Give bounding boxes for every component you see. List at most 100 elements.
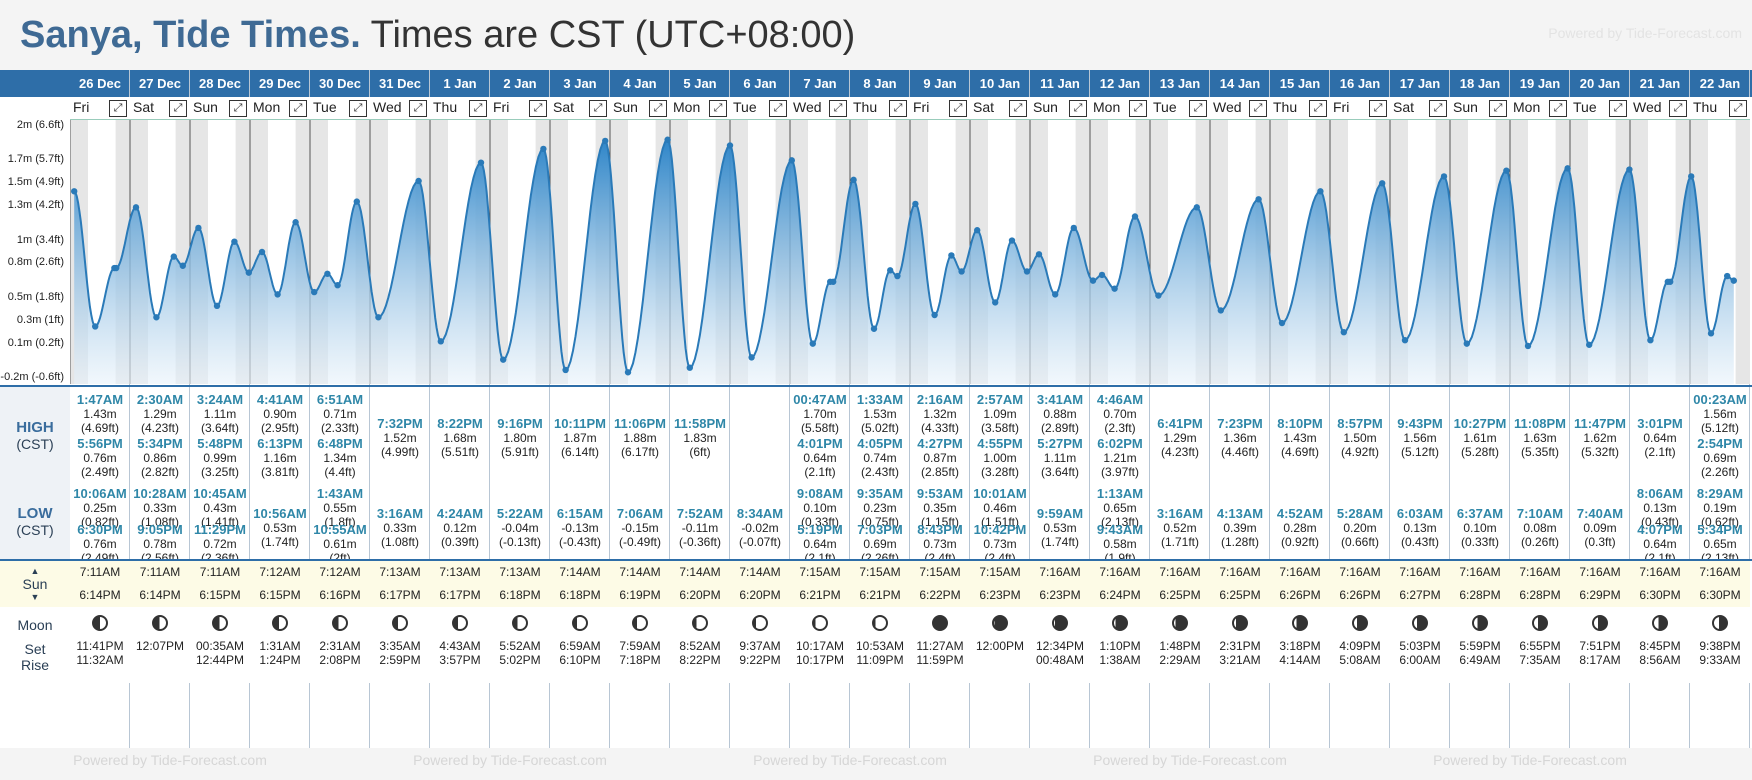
high-tide-time: 4:27PM	[917, 436, 963, 451]
sunrise-time: 7:16AM	[1159, 565, 1201, 579]
expand-icon[interactable]: ⤢	[169, 100, 187, 117]
low-tide-height-m: -0.13m	[561, 521, 599, 535]
powered-by-link[interactable]: Powered by Tide-Forecast.com	[1548, 25, 1742, 41]
chart-separator	[0, 385, 1752, 387]
sun-times: 7:13AM 6:17PM	[370, 561, 430, 607]
tide-extreme-point	[894, 272, 901, 280]
low-tide-height-ft: (1.08ft)	[140, 515, 179, 529]
expand-icon[interactable]: ⤢	[769, 100, 787, 117]
expand-icon[interactable]: ⤢	[1549, 100, 1567, 117]
sunset-time: 6:14PM	[79, 588, 121, 602]
expand-icon[interactable]: ⤢	[1129, 100, 1147, 117]
low-tide-time: 4:13AM	[1216, 506, 1264, 521]
expand-icon[interactable]: ⤢	[1729, 100, 1747, 117]
day-date: 20 Jan	[1579, 76, 1621, 91]
low-tide-height-ft: (-0.43ft)	[558, 535, 601, 549]
tide-extreme-point	[958, 268, 965, 275]
expand-icon[interactable]: ⤢	[1429, 100, 1447, 117]
expand-icon[interactable]: ⤢	[829, 100, 847, 117]
day-header: Sun ⤢	[1450, 97, 1510, 120]
day-header: Sun ⤢	[1030, 97, 1090, 120]
high-tide-entry: 3:24AM 1.11m (3.64ft)	[190, 392, 250, 436]
expand-icon[interactable]: ⤢	[889, 100, 907, 117]
moonrise-time: 7:18PM	[619, 653, 661, 667]
sunrise-time: 7:16AM	[1279, 565, 1321, 579]
day-of-week: Mon	[253, 99, 281, 115]
moon-phase-icon	[632, 615, 648, 631]
expand-icon[interactable]: ⤢	[649, 100, 667, 117]
moon-times: 2:31AM 2:08PM	[310, 607, 370, 683]
low-tide-entry: 5:28AM 0.20m (0.66ft)	[1330, 507, 1390, 550]
moonrise-time: 4:14AM	[1279, 653, 1321, 667]
tide-extreme-point	[1217, 307, 1225, 314]
low-tide-time: 4:07PM	[1637, 522, 1683, 537]
day-column: 15 Jan Thu ⤢ 8:10PM 1.43m (4.69ft) 4:52AM 0.28m…	[1270, 70, 1330, 748]
high-tide-height-ft: (3.28ft)	[980, 465, 1019, 479]
day-date: 30 Dec	[319, 76, 361, 91]
high-tide-entry: 00:47AM 1.70m (5.58ft)	[790, 392, 850, 436]
day-column: 9 Jan Fri ⤢ 2:16AM 1.32m (4.33ft) 4:27PM 0.87m(…	[910, 70, 970, 748]
expand-icon[interactable]: ⤢	[1369, 100, 1387, 117]
expand-icon[interactable]: ⤢	[1189, 100, 1207, 117]
expand-icon[interactable]: ⤢	[1009, 100, 1027, 117]
expand-icon[interactable]: ⤢	[949, 100, 967, 117]
sun-times: 7:15AM 6:22PM	[910, 561, 970, 607]
low-tide-time: 1:43AM	[316, 486, 364, 501]
moon-times: 8:45PM 8:56AM	[1630, 607, 1690, 683]
sunset-time: 6:20PM	[739, 588, 781, 602]
tide-extreme-point	[334, 282, 341, 289]
high-tide-height-ft: (5.12ft)	[1700, 421, 1739, 435]
expand-icon[interactable]: ⤢	[529, 100, 547, 117]
day-header: Tue ⤢	[1150, 97, 1210, 120]
day-of-week: Tue	[733, 99, 757, 115]
moon-phase-icon	[572, 615, 588, 631]
expand-icon[interactable]: ⤢	[1669, 100, 1687, 117]
low-tide-time: 10:55AM	[313, 522, 367, 537]
low-tide-height-m: -0.04m	[501, 521, 539, 535]
expand-icon[interactable]: ⤢	[1489, 100, 1507, 117]
expand-icon[interactable]: ⤢	[289, 100, 307, 117]
high-tide-height-m: 1.43m	[83, 407, 117, 421]
low-tide-entry: 10:45AM 0.43m (1.41ft)	[190, 487, 250, 530]
moonset-time: 8:45PM	[1639, 639, 1681, 653]
expand-icon[interactable]: ⤢	[1249, 100, 1267, 117]
low-tide-height-ft: (0.62ft)	[1700, 515, 1739, 529]
high-tide-height-m: 0.88m	[1043, 407, 1077, 421]
high-tide-time: 3:24AM	[196, 392, 244, 407]
high-tide-entry: 4:55PM 1.00m (3.28ft)	[970, 437, 1030, 480]
expand-icon[interactable]: ⤢	[1309, 100, 1327, 117]
expand-icon[interactable]: ⤢	[109, 100, 127, 117]
tide-extreme-point	[948, 252, 955, 259]
expand-icon[interactable]: ⤢	[589, 100, 607, 117]
expand-icon[interactable]: ⤢	[229, 100, 247, 117]
day-column: 22 Jan Thu ⤢ 00:23AM 1.56m (5.12ft) 2:54PM 0.69…	[1690, 70, 1750, 748]
moon-row-label: Moon Set Rise	[0, 607, 70, 683]
expand-icon[interactable]: ⤢	[709, 100, 727, 117]
sunset-time: 6:20PM	[679, 588, 721, 602]
sun-times: 7:16AM 6:28PM	[1450, 561, 1510, 607]
expand-icon[interactable]: ⤢	[1609, 100, 1627, 117]
low-tide-height-m: 0.46m	[983, 501, 1017, 515]
expand-icon[interactable]: ⤢	[469, 100, 487, 117]
moon-phase-icon	[452, 615, 468, 631]
expand-icon[interactable]: ⤢	[1069, 100, 1087, 117]
day-column: 14 Jan Wed ⤢ 7:23PM 1.36m (4.46ft) 4:13AM 0.39m…	[1210, 70, 1270, 748]
tide-extreme-point	[602, 137, 609, 145]
low-row-label: LOW (CST)	[0, 483, 70, 559]
high-tide-entry: 6:02PM 1.21m (3.97ft)	[1090, 437, 1150, 480]
high-tide-time: 00:47AM	[793, 392, 847, 407]
sun-times: 7:15AM 6:23PM	[970, 561, 1030, 607]
tide-extreme-point	[887, 267, 894, 274]
high-tide-time: 11:08PM	[1513, 416, 1567, 431]
sun-times: 7:16AM 6:30PM	[1630, 561, 1690, 607]
expand-icon[interactable]: ⤢	[409, 100, 427, 117]
tide-extreme-point	[231, 238, 238, 245]
tide-extreme-point	[1667, 278, 1674, 285]
high-tide-time: 6:48PM	[317, 436, 363, 451]
low-tide-height-m: -0.15m	[621, 521, 659, 535]
high-tide-entry: 7:23PM 1.36m (4.46ft)	[1210, 417, 1270, 460]
tide-extreme-point	[274, 291, 281, 298]
low-tide-time: 10:42PM	[973, 522, 1027, 537]
expand-icon[interactable]: ⤢	[349, 100, 367, 117]
tide-chart	[70, 120, 1750, 384]
